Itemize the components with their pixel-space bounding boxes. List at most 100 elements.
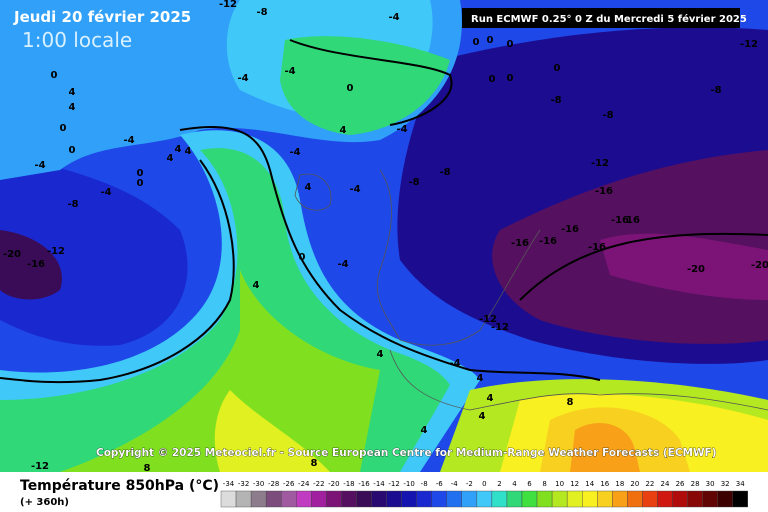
- contour-label: 0: [137, 178, 144, 189]
- colorbar-swatch: [461, 490, 478, 508]
- colorbar-swatch: [702, 490, 718, 508]
- contour-label: -20: [751, 260, 768, 271]
- colorbar-swatch: [431, 490, 447, 508]
- warm-area: [570, 422, 640, 472]
- contour-label: 4: [167, 153, 174, 164]
- colorbar-tick-label: -4: [451, 480, 459, 488]
- contour-label: -12: [491, 322, 509, 333]
- coastline: [294, 173, 332, 211]
- contour-label: 0: [554, 63, 561, 74]
- colorbar-swatch: [220, 490, 237, 508]
- colorbar-tick-label: 22: [645, 480, 654, 488]
- cold-core: [600, 233, 768, 300]
- colorbar-tick-label: -10: [403, 480, 414, 488]
- contour-label: -4: [289, 147, 300, 158]
- contour-label: 4: [185, 146, 192, 157]
- colorbar-tick-label: 20: [630, 480, 639, 488]
- colorbar-swatch: [597, 490, 613, 508]
- colorbar-tick-label: 24: [661, 480, 670, 488]
- colorbar-swatch: [732, 490, 748, 508]
- contour-label: -12: [47, 246, 65, 257]
- contour-label: 4: [69, 102, 76, 113]
- colorbar-swatch: [521, 490, 538, 508]
- warm-area: [214, 390, 330, 472]
- cold-area: [0, 150, 188, 346]
- contour-label: -20: [687, 264, 705, 275]
- contour-label: 0: [507, 73, 514, 84]
- isotherm-line: [519, 232, 768, 301]
- forecast-date: Jeudi 20 février 2025: [13, 8, 191, 26]
- contour-label: 4: [305, 182, 312, 193]
- colorbar-swatch: [386, 490, 402, 508]
- coastline: [376, 169, 541, 346]
- contour-label: -8: [710, 85, 721, 96]
- colorbar-tick-label: -16: [358, 480, 370, 488]
- colorbar-tick-label: -26: [283, 480, 295, 488]
- isotherm-line: [179, 126, 601, 381]
- contour-label: 8: [144, 463, 151, 474]
- contour-label: 4: [487, 393, 494, 404]
- colorbar-swatch: [491, 490, 508, 508]
- colorbar-swatch: [235, 490, 252, 508]
- contour-label: -16: [561, 224, 579, 235]
- isotherm-line: [0, 159, 235, 384]
- contour-label: -12: [591, 158, 609, 169]
- colorbar-tick-label: -2: [466, 480, 473, 488]
- contour-label: -4: [337, 259, 348, 270]
- contour-label: -8: [67, 199, 78, 210]
- colorbar-swatch: [582, 490, 598, 508]
- colorbar-swatch: [401, 490, 417, 508]
- zero-isotherm: [0, 39, 768, 384]
- colorbar-tick-label: 30: [706, 480, 715, 488]
- warm-area: [60, 270, 380, 472]
- colorbar-swatch: [371, 490, 387, 508]
- colorbar-swatch: [627, 490, 643, 508]
- contour-label: -4: [349, 184, 360, 195]
- colorbar-tick-label: -20: [328, 480, 339, 488]
- isotherm-line: [289, 39, 453, 126]
- contour-label: -4: [237, 73, 248, 84]
- contour-label: -8: [550, 95, 561, 106]
- contour-label: -8: [408, 177, 419, 188]
- contour-label: 0: [60, 123, 67, 134]
- contour-label: -16: [588, 242, 606, 253]
- colorbar-swatch: [296, 490, 312, 508]
- contour-label: 0: [51, 70, 58, 81]
- contour-label: -4: [284, 66, 295, 77]
- colorbar-tick-label: 12: [570, 480, 579, 488]
- colorbar-swatch: [446, 490, 463, 508]
- colorbar-swatch: [476, 490, 493, 508]
- colorbar-tick-label: -14: [373, 480, 385, 488]
- contour-label: -4: [396, 124, 407, 135]
- colorbar-tick-label: 18: [615, 480, 624, 488]
- contour-label: -12: [31, 461, 49, 472]
- contour-label: -12: [479, 314, 497, 325]
- colorbar-swatch: [642, 490, 658, 508]
- colorbar-tick-label: -8: [421, 480, 428, 488]
- contour-label: -16: [611, 215, 629, 226]
- contour-label: 4: [175, 144, 182, 155]
- contour-label: 8: [567, 397, 574, 408]
- colorbar-tick-label: 14: [585, 480, 594, 488]
- contour-label: 4: [340, 125, 347, 136]
- colorbar-swatch: [687, 490, 703, 508]
- colorbar-tick-label: 16: [600, 480, 609, 488]
- contour-label: -16: [511, 238, 529, 249]
- contour-label: 0: [507, 39, 514, 50]
- colorbar-tick-label: -30: [253, 480, 264, 488]
- contour-label: 0: [137, 168, 144, 179]
- contour-label: 4: [253, 280, 260, 291]
- colorbar-swatch: [672, 490, 688, 508]
- contour-label: 8: [311, 458, 318, 469]
- colorbar-swatch: [265, 490, 282, 508]
- colorbar-tick-label: 26: [676, 480, 685, 488]
- colorbar-swatch: [717, 490, 733, 508]
- contour-label: -12: [740, 39, 758, 50]
- colorbar-tick-label: 28: [691, 480, 700, 488]
- contour-label: 4: [421, 425, 428, 436]
- forecast-time: 1:00 locale: [22, 28, 132, 52]
- run-box: [462, 8, 740, 28]
- contour-label: -16: [539, 236, 557, 247]
- coastline: [389, 349, 768, 411]
